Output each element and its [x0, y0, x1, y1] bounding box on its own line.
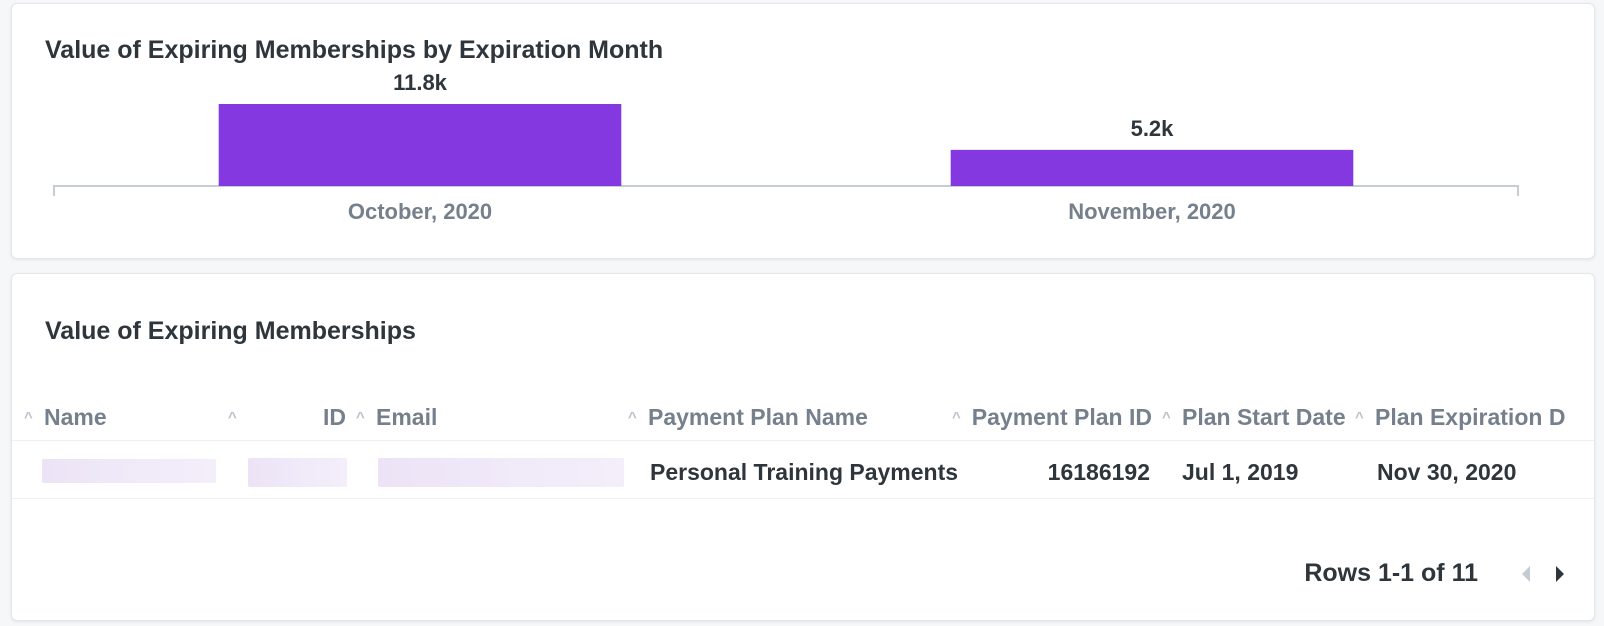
data-label: 5.2k: [1131, 116, 1175, 141]
redacted-id-cell: [248, 458, 347, 487]
bar-chart: 11.8k October, 2020 5.2k November, 2020: [53, 70, 1519, 224]
column-header-payment-plan-name[interactable]: ^ Payment Plan Name: [628, 403, 868, 430]
chart-title: Value of Expiring Memberships by Expirat…: [45, 36, 664, 64]
x-axis-line: [53, 185, 1519, 196]
column-header-payment-plan-id[interactable]: ^ Payment Plan ID: [952, 403, 1152, 430]
table-card: Value of Expiring Memberships ^ Name ^ I…: [11, 273, 1595, 621]
sort-caret-icon: ^: [228, 408, 237, 426]
cell-plan-start-date: Jul 1, 2019: [1182, 458, 1299, 485]
cell-payment-plan-name: Personal Training Payments: [650, 458, 959, 485]
column-header-plan-expiration-date[interactable]: ^ Plan Expiration D: [1355, 403, 1566, 430]
bar[interactable]: [950, 149, 1354, 186]
table-title: Value of Expiring Memberships: [45, 317, 416, 345]
sort-caret-icon: ^: [1355, 408, 1364, 426]
column-header-email[interactable]: ^ Email: [356, 403, 438, 430]
sort-caret-icon: ^: [952, 408, 961, 426]
column-header-plan-start-date[interactable]: ^ Plan Start Date: [1162, 403, 1346, 430]
sort-caret-icon: ^: [24, 408, 33, 426]
redacted-email-cell: [378, 458, 624, 487]
data-label: 11.8k: [393, 70, 448, 95]
cell-payment-plan-id: 16186192: [1047, 458, 1150, 485]
chevron-left-icon[interactable]: [1516, 562, 1536, 586]
row-divider: [12, 498, 1594, 499]
bar[interactable]: [218, 104, 622, 186]
pagination: Rows 1-1 of 11: [1304, 559, 1570, 588]
x-tick-label: October, 2020: [348, 199, 492, 224]
sort-caret-icon: ^: [628, 408, 637, 426]
sort-caret-icon: ^: [356, 408, 365, 426]
cell-plan-expiration-date: Nov 30, 2020: [1377, 458, 1517, 485]
sort-caret-icon: ^: [1162, 408, 1171, 426]
header-divider: [12, 440, 1594, 441]
chevron-right-icon[interactable]: [1550, 562, 1570, 586]
column-header-name[interactable]: ^ Name: [24, 403, 107, 430]
pagination-label: Rows 1-1 of 11: [1304, 559, 1478, 587]
redacted-name-cell: [42, 459, 216, 483]
column-header-id[interactable]: ^ ID: [228, 403, 346, 430]
chart-card: Value of Expiring Memberships by Expirat…: [11, 3, 1595, 259]
x-tick-label: November, 2020: [1068, 199, 1236, 224]
